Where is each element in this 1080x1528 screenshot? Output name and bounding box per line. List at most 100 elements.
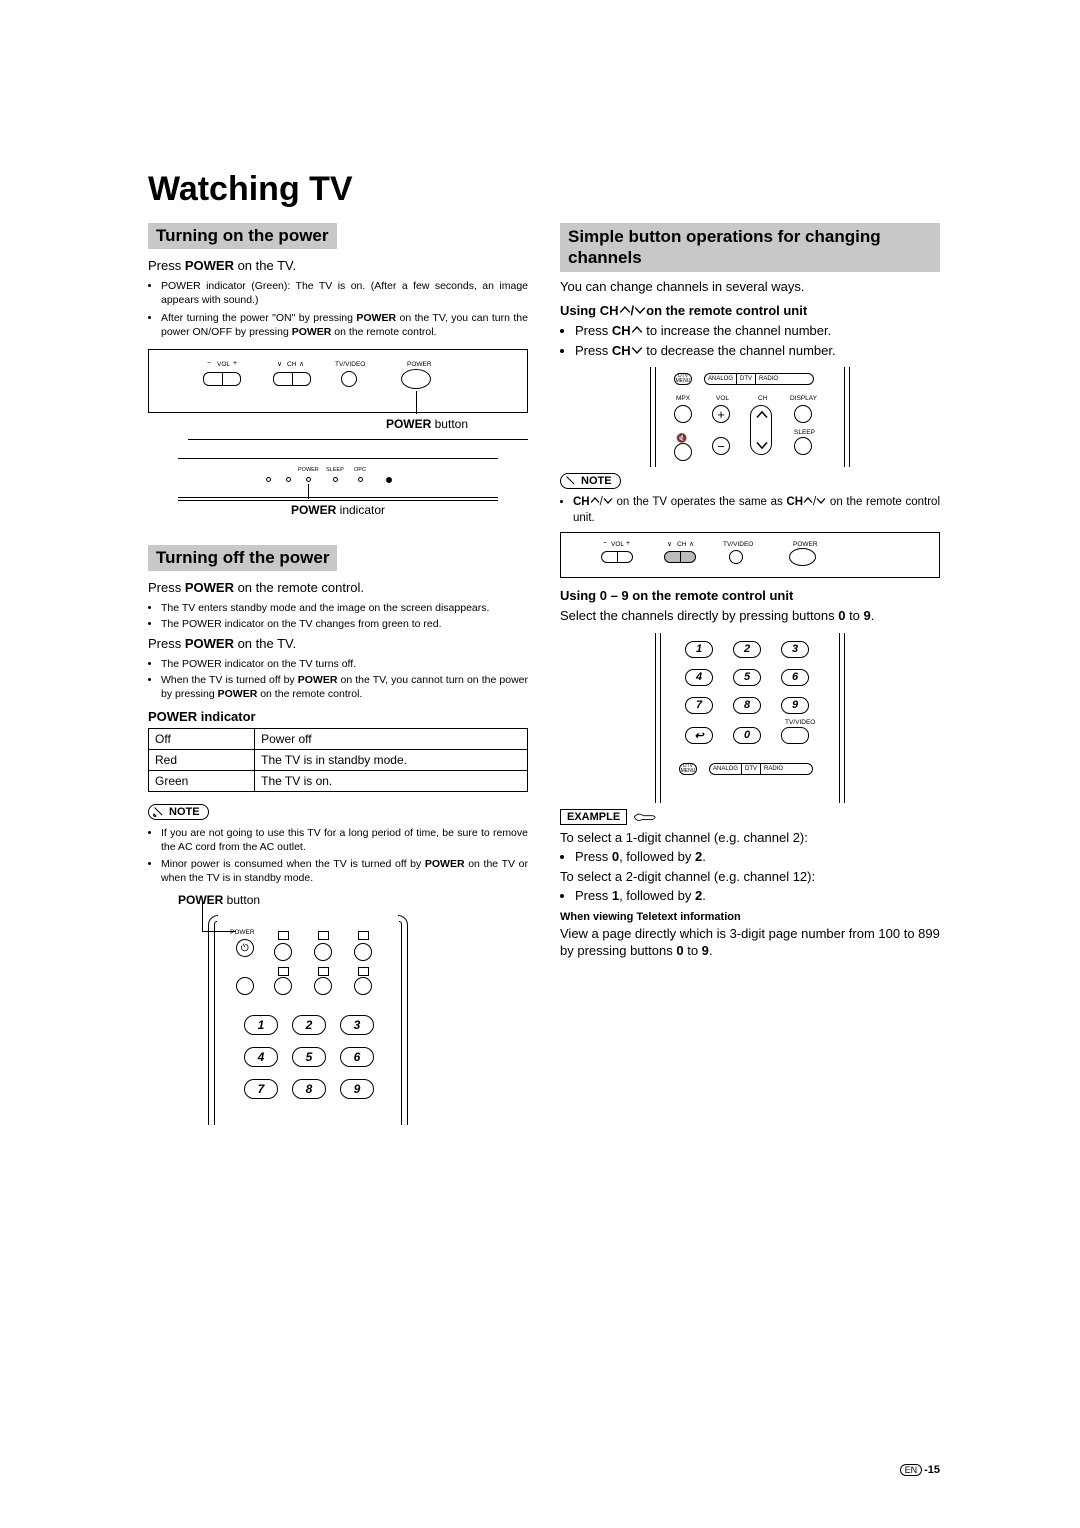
remote-button-icon (236, 977, 254, 995)
remote-power-callout: POWER button (178, 893, 528, 907)
manual-page: Watching TV Turning on the power Press P… (0, 0, 1080, 1528)
teletext-icon (278, 967, 289, 976)
mode-pill: ANALOG DTV RADIO (704, 373, 814, 385)
num-7-button: 7 (685, 697, 713, 714)
using-0-9-text: Select the channels directly by pressing… (560, 607, 940, 625)
table-row: GreenThe TV is on. (149, 771, 528, 792)
chevron-up-icon (755, 410, 769, 420)
num-1-button: 1 (244, 1015, 278, 1035)
dot-icon (266, 477, 271, 482)
dot-icon (358, 477, 363, 482)
left-column: Turning on the power Press POWER on the … (148, 223, 528, 1125)
return-button-icon: ↩ (685, 727, 713, 744)
dot-icon (333, 477, 338, 482)
power-button-callout: POWER button (148, 417, 528, 431)
num-9-button: 9 (781, 697, 809, 714)
chevron-up-icon (803, 496, 813, 505)
turn-off-remote: Press POWER on the remote control. (148, 579, 528, 597)
table-row: OffPower off (149, 729, 528, 750)
num-9-button: 9 (340, 1079, 374, 1099)
teletext-icon (358, 931, 369, 940)
turn-off-tv: Press POWER on the TV. (148, 635, 528, 653)
num-2-button: 2 (733, 641, 761, 658)
dtv-menu-button: DTV MENU (679, 763, 697, 775)
note-icon (565, 475, 577, 487)
num-5-button: 5 (292, 1047, 326, 1067)
remote-button-icon (314, 943, 332, 961)
tvvideo-button-icon (781, 727, 809, 744)
remote-diagram-numbers: 1 2 3 4 5 6 7 8 9 TV/VIDEO ↩ 0 DTV MENU … (655, 633, 845, 803)
num-6-button: 6 (340, 1047, 374, 1067)
turn-off-bullets-1: The TV enters standby mode and the image… (148, 601, 528, 631)
turn-off-bullets-2: The POWER indicator on the TV turns off.… (148, 657, 528, 702)
remote-button-icon (354, 943, 372, 961)
num-8-button: 8 (733, 697, 761, 714)
num-6-button: 6 (781, 669, 809, 686)
table-row: RedThe TV is in standby mode. (149, 750, 528, 771)
sleep-button-icon (794, 437, 812, 455)
using-ch-heading: Using CH/on the remote control unit (560, 303, 940, 318)
remote-diagram-power: POWER ⏻ 1 2 3 4 5 6 (208, 915, 408, 1125)
teletext-heading: When viewing Teletext information (560, 911, 940, 923)
teletext-icon (278, 931, 289, 940)
bullet-power-green: POWER indicator (Green): The TV is on. (… (161, 279, 528, 307)
power-indicator-callout: POWER indicator (148, 503, 528, 517)
right-column: Simple button operations for changing ch… (560, 223, 940, 1125)
chevron-down-icon (755, 440, 769, 450)
ch-rocker-icon (273, 372, 311, 386)
note-icon (153, 806, 165, 818)
dtv-menu-button: DTV MENU (674, 373, 692, 385)
vol-rocker-icon (601, 551, 633, 563)
chevron-up-icon (590, 496, 600, 505)
remote-button-icon (274, 977, 292, 995)
teletext-icon (318, 967, 329, 976)
chevron-up-icon (631, 325, 643, 335)
power-indicator-dot (306, 477, 311, 482)
note-badge: NOTE (148, 804, 209, 820)
chevron-down-icon (603, 496, 613, 505)
remote-button-icon (354, 977, 372, 995)
turn-on-bullets-2: After turning the power "ON" by pressing… (148, 311, 528, 339)
ch-note-bullets: CH/ on the TV operates the same as CH/ o… (560, 495, 940, 526)
power-indicator-heading: POWER indicator (148, 709, 528, 724)
tv-panel-diagram-small: − VOL + ∨ CH ∧ TV/VIDEO POWER (560, 532, 940, 578)
chevron-down-icon (631, 345, 643, 355)
power-indicator-table: OffPower off RedThe TV is in standby mod… (148, 728, 528, 792)
divider (178, 500, 498, 501)
example-2digit: To select a 2-digit channel (e.g. channe… (560, 868, 940, 886)
dot-icon (286, 477, 291, 482)
vol-down-button-icon: − (712, 437, 730, 455)
example-2digit-bullet: Press 1, followed by 2. (560, 887, 940, 905)
mode-pill: ANALOG DTV RADIO (709, 763, 813, 775)
num-7-button: 7 (244, 1079, 278, 1099)
power-button-icon (401, 369, 431, 389)
vol-rocker-icon (203, 372, 241, 386)
mpx-button-icon (674, 405, 692, 423)
num-1-button: 1 (685, 641, 713, 658)
ch-rocker-icon (664, 551, 696, 563)
turn-on-instruction: Press POWER on the TV. (148, 257, 528, 275)
indicator-strip-diagram: POWER SLEEP OPC (178, 458, 498, 498)
num-0-button: 0 (733, 727, 761, 744)
num-4-button: 4 (685, 669, 713, 686)
vol-up-button-icon: + (712, 405, 730, 423)
num-3-button: 3 (340, 1015, 374, 1035)
power-button-icon (789, 548, 816, 566)
teletext-text: View a page directly which is 3-digit pa… (560, 925, 940, 960)
num-8-button: 8 (292, 1079, 326, 1099)
teletext-icon (318, 931, 329, 940)
num-4-button: 4 (244, 1047, 278, 1067)
note-bullets: If you are not going to use this TV for … (148, 826, 528, 885)
tv-panel-diagram: − VOL + ∨ CH ∧ TV/VIDEO POWER (148, 349, 528, 413)
section-turning-off: Turning off the power (148, 545, 337, 571)
section-changing-channels: Simple button operations for changing ch… (560, 223, 940, 272)
chevron-down-icon (816, 496, 826, 505)
note-badge: NOTE (560, 473, 621, 489)
leader-line (202, 901, 203, 931)
dot-icon (386, 477, 392, 483)
num-3-button: 3 (781, 641, 809, 658)
display-button-icon (794, 405, 812, 423)
bullet-power-remote: After turning the power "ON" by pressing… (161, 311, 528, 339)
section-turning-on: Turning on the power (148, 223, 337, 249)
divider (188, 439, 528, 440)
